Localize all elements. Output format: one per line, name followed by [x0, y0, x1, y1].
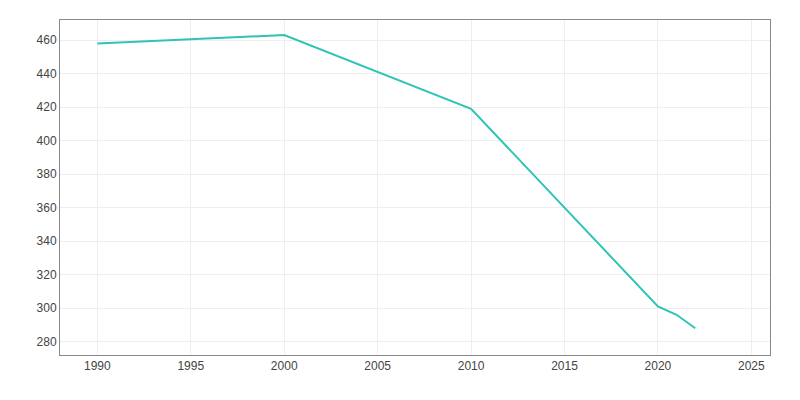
svg-text:360: 360 — [37, 201, 57, 215]
svg-text:280: 280 — [37, 335, 57, 349]
svg-text:300: 300 — [37, 301, 57, 315]
svg-text:2025: 2025 — [738, 359, 765, 373]
svg-text:2005: 2005 — [364, 359, 391, 373]
svg-text:320: 320 — [37, 268, 57, 282]
svg-text:2010: 2010 — [458, 359, 485, 373]
svg-text:1995: 1995 — [177, 359, 204, 373]
svg-text:2000: 2000 — [271, 359, 298, 373]
svg-text:1990: 1990 — [84, 359, 111, 373]
svg-text:400: 400 — [37, 134, 57, 148]
svg-text:2020: 2020 — [645, 359, 672, 373]
svg-text:440: 440 — [37, 67, 57, 81]
svg-text:2015: 2015 — [551, 359, 578, 373]
svg-text:420: 420 — [37, 100, 57, 114]
svg-text:340: 340 — [37, 234, 57, 248]
svg-text:460: 460 — [37, 33, 57, 47]
svg-text:380: 380 — [37, 167, 57, 181]
